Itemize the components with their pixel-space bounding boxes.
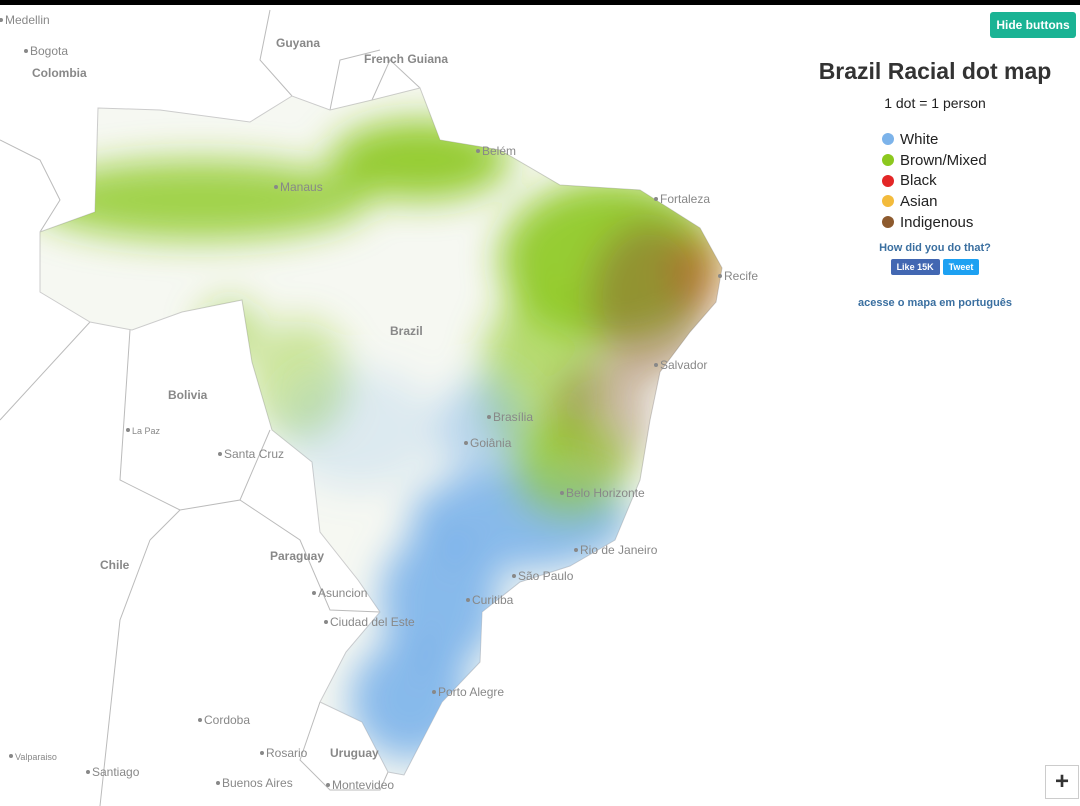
legend-swatch (882, 216, 894, 229)
place-label: Asuncion (318, 586, 367, 600)
legend-label: Asian (900, 192, 938, 210)
legend-item: Indigenous (882, 212, 1002, 233)
place-label: Goiânia (470, 436, 512, 450)
place-label: Buenos Aires (222, 776, 293, 790)
place-label: Brasília (493, 410, 533, 424)
legend-item: Asian (882, 191, 1002, 212)
place-marker (218, 452, 222, 456)
density-area (380, 530, 500, 670)
place-marker (9, 754, 13, 758)
density-area (670, 230, 722, 310)
legend-swatch (882, 174, 894, 187)
title: Brazil Racial dot map (818, 58, 1052, 84)
density-area (440, 380, 520, 480)
density-area (280, 370, 440, 490)
top-bar (0, 0, 1080, 5)
info-panel: Brazil Racial dot map 1 dot = 1 person W… (790, 58, 1080, 309)
legend: White Brown/Mixed Black Asian Indigenous (882, 129, 1002, 232)
place-marker (326, 783, 330, 787)
place-label: Brazil (390, 324, 423, 338)
place-marker (654, 197, 658, 201)
portuguese-link[interactable]: acesse o mapa em português (857, 297, 1013, 310)
legend-item: Brown/Mixed (882, 150, 1002, 171)
place-label: Fortaleza (660, 192, 710, 206)
legend-swatch (882, 154, 894, 167)
density-area (200, 300, 260, 360)
place-label: Montevideo (332, 778, 394, 792)
place-label: Ciudad del Este (330, 615, 415, 629)
place-label: Salvador (660, 358, 707, 372)
place-marker (0, 18, 3, 22)
place-label: Recife (724, 269, 758, 283)
place-label: Chile (100, 558, 130, 572)
legend-label: Black (900, 172, 937, 190)
legend-label: White (900, 130, 939, 148)
place-labels: Medellin Bogota Colombia Guyana French Guian… (0, 13, 758, 792)
place-label: Medellin (5, 13, 50, 27)
place-marker (24, 49, 28, 53)
place-marker (260, 751, 264, 755)
place-marker (198, 718, 202, 722)
borders (0, 9, 421, 806)
place-marker (560, 491, 564, 495)
place-marker (476, 149, 480, 153)
legend-label: Brown/Mixed (900, 151, 987, 169)
place-label: Bogota (30, 44, 68, 58)
place-marker (718, 274, 722, 278)
place-label: Cordoba (204, 713, 250, 727)
place-marker (126, 428, 130, 432)
density-area (40, 160, 370, 240)
like-button[interactable]: Like 15K (890, 259, 940, 276)
place-label: Rosario (266, 746, 308, 760)
place-marker (654, 363, 658, 367)
hide-buttons[interactable]: Hide buttons (990, 12, 1076, 38)
place-marker (432, 690, 436, 694)
place-label: Bolivia (168, 388, 208, 402)
place-marker (512, 574, 516, 578)
place-marker (312, 591, 316, 595)
place-marker (274, 185, 278, 189)
place-label: Belém (482, 144, 516, 158)
legend-label: Indigenous (900, 213, 974, 231)
place-label: Belo Horizonte (566, 486, 645, 500)
place-label: Uruguay (330, 746, 379, 760)
zoom-in[interactable]: + (1045, 765, 1079, 799)
place-label: La Paz (132, 426, 161, 436)
density-area (350, 640, 470, 760)
place-label: Colombia (32, 66, 87, 80)
how-link[interactable]: How did you do that? (879, 242, 991, 255)
place-label: Manaus (280, 180, 323, 194)
density-area (510, 420, 630, 520)
social: Like 15K Tweet (790, 259, 1080, 276)
subtitle: 1 dot = 1 person (884, 95, 986, 111)
place-marker (487, 415, 491, 419)
place-marker (574, 548, 578, 552)
legend-item: Black (882, 170, 1002, 191)
place-label: Valparaiso (15, 752, 57, 762)
place-marker (466, 598, 470, 602)
place-marker (324, 620, 328, 624)
place-label: Porto Alegre (438, 685, 504, 699)
place-label: French Guiana (364, 52, 448, 66)
place-marker (216, 781, 220, 785)
legend-swatch (882, 133, 894, 146)
density-area (330, 120, 510, 200)
legend-swatch (882, 195, 894, 208)
place-label: Paraguay (270, 549, 324, 563)
legend-item: White (882, 129, 1002, 150)
place-label: Rio de Janeiro (580, 543, 658, 557)
place-marker (86, 770, 90, 774)
place-label: Santiago (92, 765, 140, 779)
place-label: Santa Cruz (224, 447, 284, 461)
place-label: São Paulo (518, 569, 574, 583)
dot-density (40, 120, 722, 760)
tweet-button[interactable]: Tweet (942, 259, 980, 276)
place-label: Curitiba (472, 593, 514, 607)
place-marker (464, 441, 468, 445)
place-label: Guyana (276, 36, 320, 50)
